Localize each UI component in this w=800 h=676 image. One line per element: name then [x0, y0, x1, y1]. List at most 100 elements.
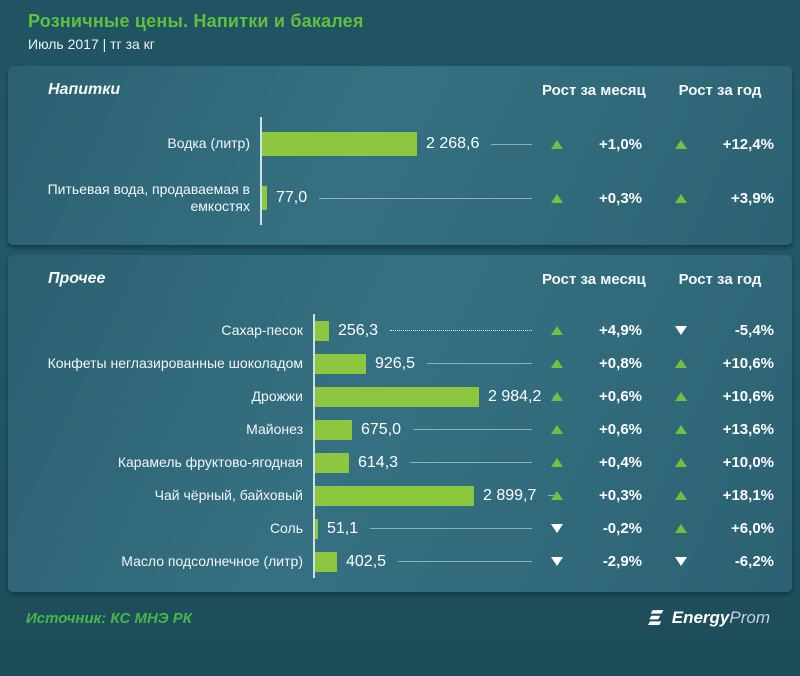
category-label: Чай чёрный, байховый	[154, 486, 303, 503]
bar-zone: 51,1	[313, 512, 542, 545]
triangle-up-icon	[675, 491, 687, 500]
drinks-panel: Напитки Рост за месяц Рост за год Водка …	[8, 66, 792, 245]
chart-row: Майонез 675,0 +0,6% +13,6%	[8, 413, 774, 446]
year-trend-cell	[666, 139, 696, 149]
month-trend-cell	[542, 326, 572, 335]
year-trend-cell	[666, 557, 696, 566]
year-trend-cell	[666, 392, 696, 401]
bar-zone: 2 984,2	[313, 380, 560, 413]
energyprom-logo-icon	[646, 608, 666, 628]
bar-zone: 2 899,7	[313, 479, 555, 512]
year-change-value: +3,9%	[731, 189, 774, 207]
value-label: 77,0	[276, 189, 308, 206]
year-change-value: +10,6%	[722, 388, 774, 405]
year-trend-cell	[666, 458, 696, 467]
bar-zone: 614,3	[313, 446, 542, 479]
value-label: 402,5	[346, 552, 387, 570]
page-footer: Источник: КС МНЭ РК EnergyProm	[26, 608, 770, 628]
year-trend-cell	[666, 326, 696, 335]
triangle-up-icon	[551, 458, 563, 467]
value-bar	[262, 186, 267, 210]
month-change-value: -2,9%	[602, 553, 642, 570]
value-label: 256,3	[338, 321, 379, 339]
chart-row: Дрожжи 2 984,2 +0,6% +10,6%	[8, 380, 774, 413]
chart-row: Чай чёрный, байховый 2 899,7 +0,3% +18,1%	[8, 479, 774, 512]
page-subtitle: Июль 2017 | тг за кг	[28, 36, 155, 52]
triangle-up-icon	[551, 425, 563, 434]
month-trend-cell	[542, 557, 572, 566]
value-bar	[262, 132, 417, 156]
year-change-value: -6,2%	[734, 553, 774, 570]
value-label: 2 984,2	[488, 387, 542, 405]
triangle-up-icon	[551, 392, 563, 401]
other-panel: Прочее Рост за месяц Рост за год Сахар-п…	[8, 255, 792, 592]
month-change-value: +0,8%	[599, 355, 642, 372]
category-label: Сахар-песок	[221, 321, 303, 338]
bar-zone: 2 268,6	[260, 117, 542, 171]
value-bar	[315, 419, 352, 440]
leader-line	[319, 197, 532, 199]
category-label: Майонез	[246, 420, 303, 437]
year-change-value: +12,4%	[722, 135, 774, 153]
value-bar	[315, 551, 337, 572]
triangle-down-icon	[551, 557, 563, 566]
month-change-value: +0,6%	[599, 421, 642, 438]
bar-zone: 256,3	[313, 314, 542, 347]
column-header-year-growth: Рост за год	[678, 270, 762, 288]
chart-row: Масло подсолнечное (литр) 402,5 -2,9% -6,2%	[8, 545, 774, 578]
month-trend-cell	[542, 524, 572, 533]
month-trend-cell	[542, 392, 572, 401]
bar-zone: 77,0	[260, 171, 542, 225]
leader-line	[413, 429, 532, 430]
energyprom-logo: EnergyProm	[646, 608, 770, 628]
triangle-up-icon	[675, 458, 687, 467]
triangle-up-icon	[551, 139, 563, 149]
leader-line	[427, 363, 532, 364]
triangle-down-icon	[675, 326, 687, 335]
logo-text-light: Prom	[729, 608, 770, 627]
bar-zone: 402,5	[313, 545, 542, 578]
month-trend-cell	[542, 425, 572, 434]
triangle-up-icon	[675, 392, 687, 401]
category-label: Масло подсолнечное (литр)	[121, 552, 303, 569]
value-bar	[315, 386, 479, 407]
leader-line	[390, 330, 532, 331]
month-trend-cell	[542, 458, 572, 467]
value-bar	[315, 518, 318, 539]
month-change-value: +0,4%	[599, 454, 642, 471]
value-bar	[315, 353, 366, 374]
year-change-value: +18,1%	[722, 487, 774, 504]
section-title-other: Прочее	[48, 270, 106, 287]
triangle-up-icon	[551, 326, 563, 335]
leader-line	[491, 143, 532, 145]
value-bar	[315, 485, 474, 506]
leader-line	[398, 561, 532, 562]
triangle-down-icon	[551, 524, 563, 533]
page-title: Розничные цены. Напитки и бакалея	[28, 11, 364, 31]
triangle-up-icon	[675, 139, 687, 149]
year-change-value: +10,6%	[722, 355, 774, 372]
drinks-panel-header: Напитки Рост за месяц Рост за год	[8, 66, 792, 99]
category-label: Соль	[269, 519, 303, 536]
triangle-up-icon	[675, 359, 687, 368]
other-bar-chart: Сахар-песок 256,3 +4,9% -5,4% Конфеты неглаз…	[8, 314, 792, 592]
chart-row: Питьевая вода, продаваемая в емкостях 77,…	[8, 171, 774, 225]
leader-line	[410, 462, 532, 463]
month-trend-cell	[542, 491, 572, 500]
value-label: 51,1	[327, 519, 359, 537]
chart-row: Водка (литр) 2 268,6 +1,0% +12,4%	[8, 117, 774, 171]
month-trend-cell	[542, 193, 572, 203]
value-label: 2 268,6	[426, 135, 480, 152]
value-label: 614,3	[358, 453, 399, 471]
year-trend-cell	[666, 193, 696, 203]
year-change-value: +13,6%	[722, 421, 774, 438]
month-trend-cell	[542, 359, 572, 368]
category-label: Питьевая вода, продаваемая в емкостях	[47, 180, 250, 215]
year-change-value: -5,4%	[734, 322, 774, 339]
leader-line	[370, 528, 532, 529]
year-trend-cell	[666, 425, 696, 434]
month-change-value: -0,2%	[602, 520, 642, 537]
month-change-value: +1,0%	[599, 135, 642, 153]
year-change-value: +10,0%	[722, 454, 774, 471]
logo-text-bold: Energy	[671, 608, 730, 627]
